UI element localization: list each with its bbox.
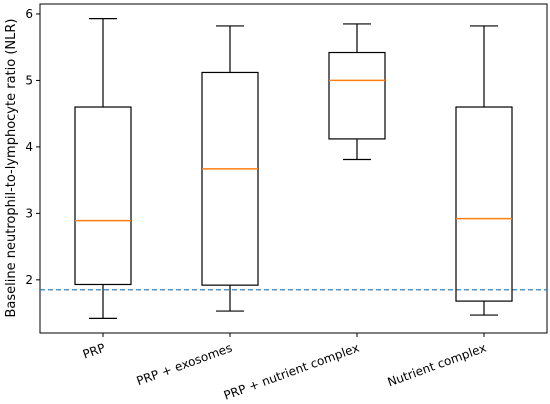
x-tick-label: Nutrient complex <box>386 341 488 390</box>
y-tick-label: 5 <box>25 73 33 87</box>
x-tick-label: PRP <box>81 341 107 362</box>
y-axis-label: Baseline neutrophil-to-lymphocyte ratio … <box>4 19 19 318</box>
boxes-group <box>74 18 513 319</box>
y-tick-label: 3 <box>25 206 33 220</box>
x-tick-label: PRP + nutrient complex <box>222 341 361 403</box>
plot-area <box>39 3 548 334</box>
y-tick-label: 4 <box>25 140 33 154</box>
y-tick-label: 6 <box>25 7 33 21</box>
box-iqr <box>201 71 259 286</box>
box-iqr <box>328 51 386 140</box>
x-tick-label: PRP + exosomes <box>135 341 234 389</box>
y-tick-label: 2 <box>25 273 33 287</box>
box-1 <box>74 18 132 319</box>
box-2 <box>201 25 259 312</box>
box-3 <box>328 23 386 161</box>
box-iqr <box>74 106 132 286</box>
box-iqr <box>455 106 513 302</box>
y-axis: 2 3 4 5 6 <box>25 7 40 287</box>
box-4 <box>455 25 513 316</box>
